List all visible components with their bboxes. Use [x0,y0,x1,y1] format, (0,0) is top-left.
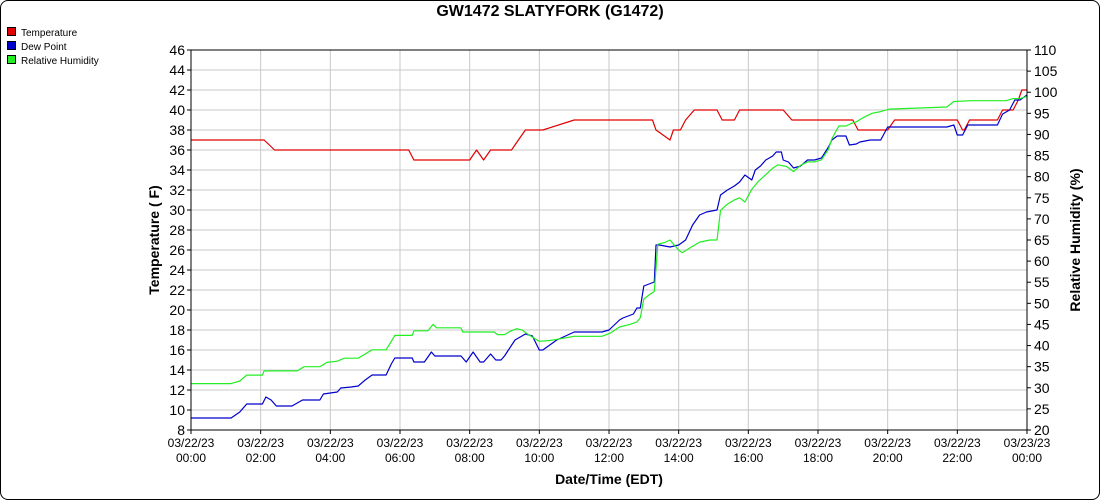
x-tick-time: 20:00 [873,451,903,465]
y-axis-label: Temperature ( F) [146,185,162,294]
y-tick-label: 44 [169,62,185,78]
x-tick-date: 03/22/23 [168,436,215,450]
series-line-relative-humidity [191,95,1028,385]
x-axis-label: Date/Time (EDT) [555,471,663,487]
y2-tick-label: 25 [1034,401,1050,417]
y-tick-label: 16 [169,342,185,358]
y-tick-label: 34 [169,162,185,178]
y2-tick-label: 110 [1034,42,1057,58]
chart-title: GW1472 SLATYFORK (G1472) [436,3,664,20]
ticks-layer: 8 10 12 14 16 18 20 22 24 26 28 30 32 34 36 38 40 42 44 46 2… [168,42,1058,465]
legend: Temperature Dew Point Relative Humidity [7,27,99,69]
y-tick-label: 24 [169,262,185,278]
y-tick-label: 42 [169,82,185,98]
y2-tick-label: 65 [1034,232,1050,248]
x-tick-time: 14:00 [664,451,694,465]
y-tick-label: 12 [169,382,185,398]
legend-swatch-relative-humidity [7,55,16,64]
x-tick-time: 04:00 [315,451,345,465]
y2-tick-label: 80 [1034,169,1050,185]
y-tick-label: 22 [169,282,185,298]
x-tick-time: 02:00 [246,451,276,465]
y2-tick-label: 50 [1034,295,1050,311]
legend-swatch-temperature [7,27,16,36]
y2-tick-label: 55 [1034,274,1050,290]
y2-tick-label: 20 [1034,422,1050,438]
series-layer [191,89,1028,419]
y-tick-label: 32 [169,182,185,198]
y-tick-label: 38 [169,122,185,138]
series-line-dew-point [191,94,1028,419]
x-tick-date: 03/22/23 [377,436,424,450]
y-tick-label: 30 [169,202,185,218]
y-tick-label: 28 [169,222,185,238]
legend-label-temperature: Temperature [21,28,78,39]
y2-tick-label: 35 [1034,359,1050,375]
legend-item-dew-point: Dew Point [7,41,99,55]
y-tick-label: 20 [169,302,185,318]
y-tick-label: 14 [169,362,185,378]
y-tick-label: 26 [169,242,185,258]
legend-label-relative-humidity: Relative Humidity [21,56,99,67]
legend-item-temperature: Temperature [7,27,99,41]
series-line-temperature [191,89,1027,161]
y2-tick-label: 45 [1034,316,1050,332]
y-tick-label: 46 [169,42,185,58]
x-tick-date: 03/22/23 [586,436,633,450]
x-tick-date: 03/22/23 [237,436,284,450]
y2-tick-label: 70 [1034,211,1050,227]
x-tick-time: 08:00 [455,451,485,465]
y-tick-label: 36 [169,142,185,158]
x-tick-date: 03/23/23 [1004,436,1051,450]
x-tick-time: 18:00 [803,451,833,465]
x-tick-time: 16:00 [733,451,763,465]
x-tick-date: 03/22/23 [934,436,981,450]
y2-tick-label: 90 [1034,126,1050,142]
y2-tick-label: 30 [1034,380,1050,396]
grid-layer [190,49,1028,431]
y2-tick-label: 40 [1034,338,1050,354]
y2-axis-label: Relative Humidity (%) [1067,168,1083,311]
y2-tick-label: 60 [1034,253,1050,269]
y-tick-label: 10 [169,402,185,418]
x-tick-time: 00:00 [1012,451,1042,465]
y-tick-label: 18 [169,322,185,338]
y2-tick-label: 75 [1034,190,1050,206]
y2-tick-label: 95 [1034,105,1050,121]
x-tick-date: 03/22/23 [795,436,842,450]
x-tick-date: 03/22/23 [655,436,702,450]
x-tick-time: 10:00 [524,451,554,465]
y2-tick-label: 85 [1034,148,1050,164]
legend-label-dew-point: Dew Point [21,42,67,53]
x-tick-date: 03/22/23 [864,436,911,450]
x-tick-time: 12:00 [594,451,624,465]
x-tick-time: 22:00 [942,451,972,465]
y2-tick-label: 105 [1034,63,1058,79]
x-tick-date: 03/22/23 [446,436,493,450]
x-tick-date: 03/22/23 [516,436,563,450]
y-tick-label: 8 [177,422,185,438]
legend-item-relative-humidity: Relative Humidity [7,55,99,69]
y-tick-label: 40 [169,102,185,118]
x-tick-date: 03/22/23 [725,436,772,450]
x-tick-time: 00:00 [176,451,206,465]
legend-swatch-dew-point [7,41,16,50]
x-tick-date: 03/22/23 [307,436,354,450]
y2-tick-label: 100 [1034,84,1058,100]
x-tick-time: 06:00 [385,451,415,465]
